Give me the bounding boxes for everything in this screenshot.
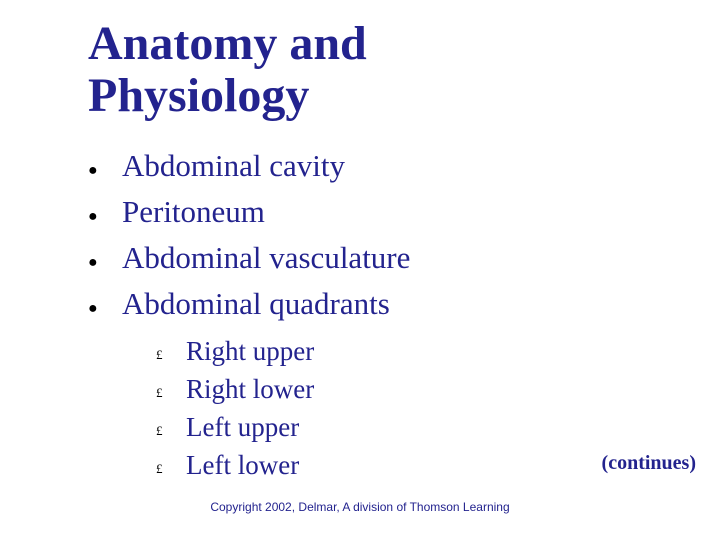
continues-label: (continues)	[602, 452, 696, 475]
list-item: £ Right upper	[156, 336, 720, 370]
sub-bullet-icon: £	[156, 341, 186, 369]
list-item: ● Abdominal cavity	[88, 148, 720, 188]
list-item-text: Left upper	[186, 412, 299, 443]
list-item-text: Right upper	[186, 336, 314, 367]
list-item-text: Abdominal vasculature	[122, 240, 410, 276]
list-item: £ Left upper	[156, 412, 720, 446]
bullet-icon: ●	[88, 200, 122, 233]
main-bullet-list: ● Abdominal cavity ● Peritoneum ● Abdomi…	[88, 148, 720, 326]
sub-bullet-icon: £	[156, 417, 186, 445]
bullet-icon: ●	[88, 154, 122, 187]
list-item-text: Right lower	[186, 374, 314, 405]
list-item-text: Peritoneum	[122, 194, 265, 230]
list-item-text: Abdominal quadrants	[122, 286, 390, 322]
list-item-text: Abdominal cavity	[122, 148, 345, 184]
bullet-icon: ●	[88, 246, 122, 279]
list-item-text: Left lower	[186, 450, 299, 481]
list-item: ● Peritoneum	[88, 194, 720, 234]
title-line-2: Physiology	[88, 69, 309, 122]
title-line-1: Anatomy and	[88, 17, 367, 70]
list-item: £ Right lower	[156, 374, 720, 408]
slide-title: Anatomy and Physiology	[88, 18, 720, 122]
slide: Anatomy and Physiology ● Abdominal cavit…	[0, 0, 720, 540]
sub-bullet-icon: £	[156, 379, 186, 407]
list-item: ● Abdominal vasculature	[88, 240, 720, 280]
sub-bullet-icon: £	[156, 455, 186, 483]
list-item: ● Abdominal quadrants	[88, 286, 720, 326]
bullet-icon: ●	[88, 292, 122, 325]
copyright-text: Copyright 2002, Delmar, A division of Th…	[0, 500, 720, 514]
